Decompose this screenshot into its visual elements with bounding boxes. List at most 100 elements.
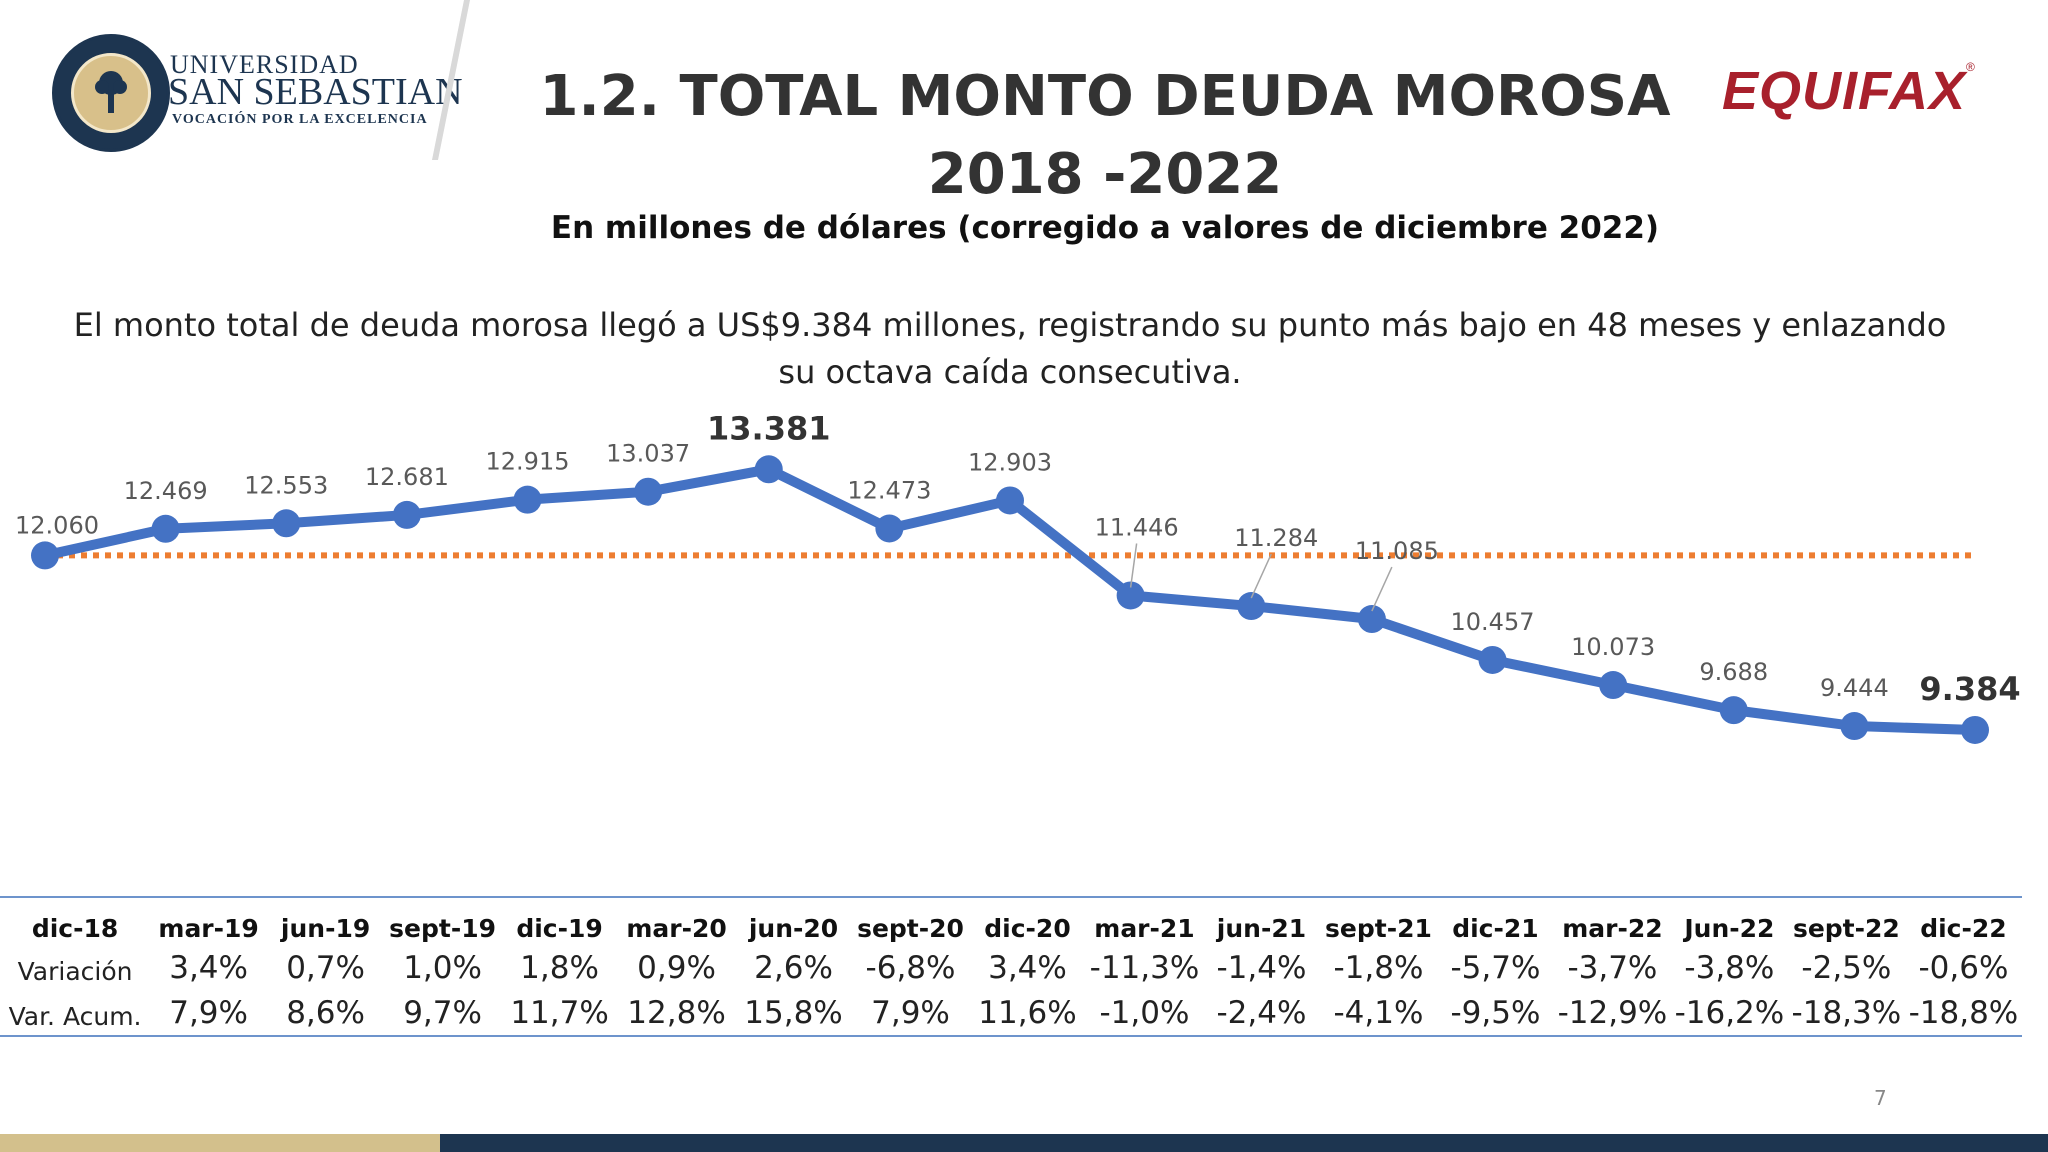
- data-point: [1961, 715, 1989, 744]
- seal-inner: [71, 53, 151, 133]
- table-row-label: Var. Acum.: [8, 1002, 142, 1031]
- data-label: 11.284: [1234, 524, 1318, 552]
- data-point: [272, 509, 301, 538]
- data-point: [754, 455, 783, 484]
- table-cell: -5,7%: [1450, 949, 1541, 986]
- data-point: [31, 541, 59, 570]
- table-header-cell: dic-19: [516, 914, 603, 943]
- data-label: 12.681: [365, 463, 449, 491]
- label-leader-line: [1129, 543, 1138, 588]
- table-cell: -0,6%: [1918, 949, 2009, 986]
- data-point: [1116, 581, 1145, 610]
- footer-navy-band: [440, 1134, 2048, 1152]
- table-cell: 3,4%: [169, 949, 248, 986]
- table-header-cell: jun-20: [748, 914, 839, 943]
- table-cell: 9,7%: [403, 994, 482, 1031]
- data-point: [1840, 712, 1869, 741]
- table-cell: -9,5%: [1450, 994, 1541, 1031]
- data-label: 12.553: [244, 471, 328, 499]
- data-label: 11.446: [1095, 513, 1179, 541]
- equifax-logo: EQUIFAX®: [1722, 60, 1976, 122]
- data-point: [392, 500, 421, 529]
- table-cell: -2,5%: [1801, 949, 1892, 986]
- label-leader-line: [1371, 566, 1393, 612]
- data-label: 11.085: [1355, 537, 1439, 565]
- table-cell: -6,8%: [865, 949, 956, 986]
- data-label: 12.915: [486, 448, 570, 476]
- table-cell: 1,0%: [403, 949, 482, 986]
- data-point: [1237, 592, 1266, 621]
- title-line-1: 1.2. TOTAL MONTO DEUDA MOROSA: [539, 64, 1671, 129]
- university-seal: [52, 34, 170, 152]
- table-header-cell: sept-20: [857, 914, 964, 943]
- logo-line-1: UNIVERSIDAD: [170, 50, 359, 79]
- data-point: [996, 486, 1024, 515]
- header-divider: [432, 0, 470, 160]
- table-row-variacion: Variación 3,4% 0,7% 1,0% 1,8% 0,9% 2,6% -6,8% 3,…: [0, 945, 2022, 990]
- table-cell: -18,3%: [1791, 994, 1902, 1031]
- data-label: 10.457: [1451, 608, 1535, 636]
- table-cell: 15,8%: [744, 994, 843, 1031]
- table-header-cell: mar-21: [1094, 914, 1195, 943]
- table-cell: 3,4%: [988, 949, 1067, 986]
- table-header-cell: dic-22: [1920, 914, 2007, 943]
- logo-line-3: VOCACIÓN POR LA EXCELENCIA: [172, 112, 428, 127]
- table-cell: -18,8%: [1908, 994, 2019, 1031]
- table-cell: 11,6%: [978, 994, 1077, 1031]
- data-point: [875, 514, 904, 543]
- logo-line-2: SAN SEBASTIAN: [168, 71, 463, 113]
- data-label: 10.073: [1571, 633, 1655, 661]
- data-point: [151, 514, 180, 543]
- data-label: 13.381: [707, 409, 830, 447]
- table-cell: 0,9%: [637, 949, 716, 986]
- table-cell: -11,3%: [1089, 949, 1200, 986]
- table-cell: -16,2%: [1674, 994, 1785, 1031]
- table-cell: -3,8%: [1684, 949, 1775, 986]
- table-header-row: dic-18 mar-19 jun-19 sept-19 dic-19 mar-20 jun…: [0, 897, 2022, 945]
- table-header-cell: dic-21: [1452, 914, 1539, 943]
- table-cell: 12,8%: [627, 994, 726, 1031]
- table-header-cell: mar-22: [1562, 914, 1663, 943]
- data-label: 9.688: [1699, 658, 1768, 686]
- table-header-cell: sept-21: [1325, 914, 1432, 943]
- data-point: [1719, 696, 1748, 725]
- table-cell: -1,0%: [1099, 994, 1190, 1031]
- table-header-cell: dic-20: [984, 914, 1071, 943]
- table-header-cell: dic-18: [31, 914, 119, 943]
- table-cell: 1,8%: [520, 949, 599, 986]
- table-cell: -1,4%: [1216, 949, 1307, 986]
- table-cell: -4,1%: [1333, 994, 1424, 1031]
- page-title: 1.2. TOTAL MONTO DEUDA MOROSA 2018 -2022: [500, 58, 1710, 214]
- title-line-2: 2018 -2022: [927, 142, 1283, 207]
- table-cell: -3,7%: [1567, 949, 1658, 986]
- table-header-cell: sept-19: [389, 914, 496, 943]
- table-cell: 0,7%: [286, 949, 365, 986]
- table-cell: 7,9%: [871, 994, 950, 1031]
- lead-paragraph: El monto total de deuda morosa llegó a U…: [73, 306, 1947, 391]
- table-header-cell: Jun-22: [1684, 914, 1775, 943]
- table-cell: 11,7%: [510, 994, 609, 1031]
- table-header-cell: sept-22: [1792, 914, 1900, 943]
- variation-table: dic-18 mar-19 jun-19 sept-19 dic-19 mar-20 jun…: [0, 896, 2022, 1037]
- brand-name: EQUIFAX: [1722, 61, 1967, 121]
- label-leader-line: [1250, 553, 1272, 599]
- tree-icon: [95, 71, 127, 113]
- table-cell: 8,6%: [286, 994, 365, 1031]
- table-cell: 2,6%: [754, 949, 833, 986]
- table-header-cell: mar-19: [158, 914, 259, 943]
- page-subtitle: En millones de dólares (corregido a valo…: [550, 210, 1660, 246]
- table-cell: 7,9%: [169, 994, 248, 1031]
- data-label: 12.060: [15, 511, 99, 539]
- footer-bar: [0, 1134, 2048, 1152]
- data-label: 12.469: [124, 477, 208, 505]
- page-number: 7: [1874, 1086, 1887, 1110]
- data-point: [1357, 605, 1386, 634]
- data-point: [1478, 645, 1507, 674]
- data-label: 9.444: [1820, 674, 1889, 702]
- table-row-label: Variación: [17, 957, 133, 986]
- university-logo: UNIVERSIDAD SAN SEBASTIAN VOCACIÓN POR L…: [52, 34, 463, 152]
- data-point: [513, 485, 542, 514]
- table-header-cell: mar-20: [626, 914, 727, 943]
- table-cell: -12,9%: [1557, 994, 1668, 1031]
- debt-line-chart: 12.060 12.469 12.553 12.681 12.915 13.037 13.3…: [15, 409, 2021, 744]
